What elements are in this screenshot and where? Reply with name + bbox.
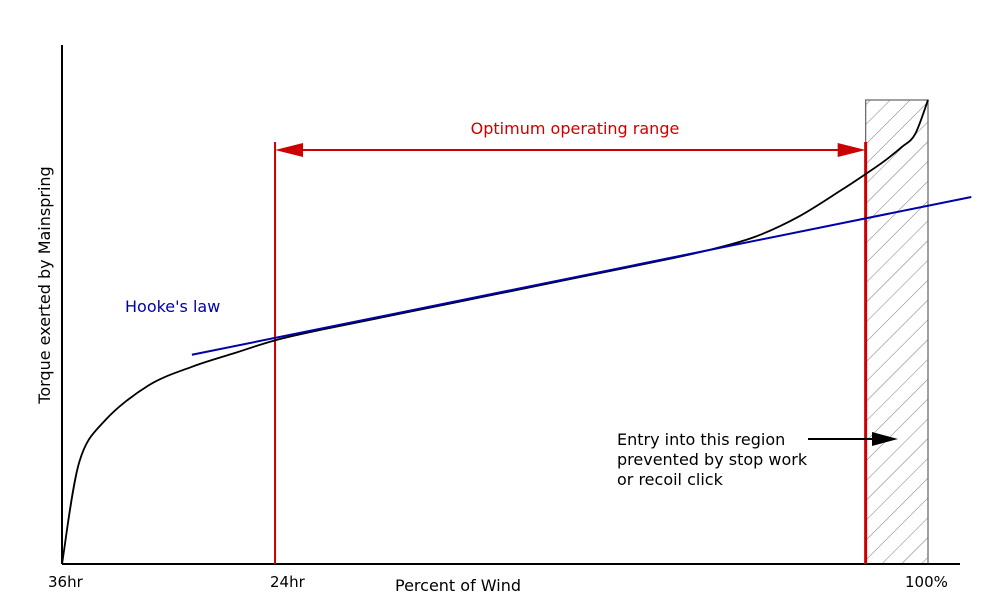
- hookes-law-line: [191, 195, 972, 356]
- stop-region-hatch: [864, 99, 929, 565]
- optimum-range-label: Optimum operating range: [471, 119, 680, 138]
- range-arrow-left-head: [275, 143, 304, 157]
- stop-region-arrow-head: [872, 432, 898, 446]
- stop-region-note-line-2: prevented by stop work: [617, 450, 808, 469]
- x-tick-label-100pct: 100%: [905, 573, 948, 591]
- stop-region-note-line-1: Entry into this region: [617, 430, 785, 449]
- x-tick-label-24hr: 24hr: [270, 573, 306, 591]
- range-arrow-right-head: [837, 143, 866, 157]
- stop-region-note-line-3: or recoil click: [617, 470, 724, 489]
- hookes-law-label: Hooke's law: [125, 297, 220, 316]
- mainspring-torque-curve: [61, 99, 929, 565]
- x-tick-label-36hr: 36hr: [48, 573, 84, 591]
- x-axis-label: Percent of Wind: [395, 576, 521, 595]
- y-axis-label: Torque exerted by Mainspring: [35, 166, 54, 404]
